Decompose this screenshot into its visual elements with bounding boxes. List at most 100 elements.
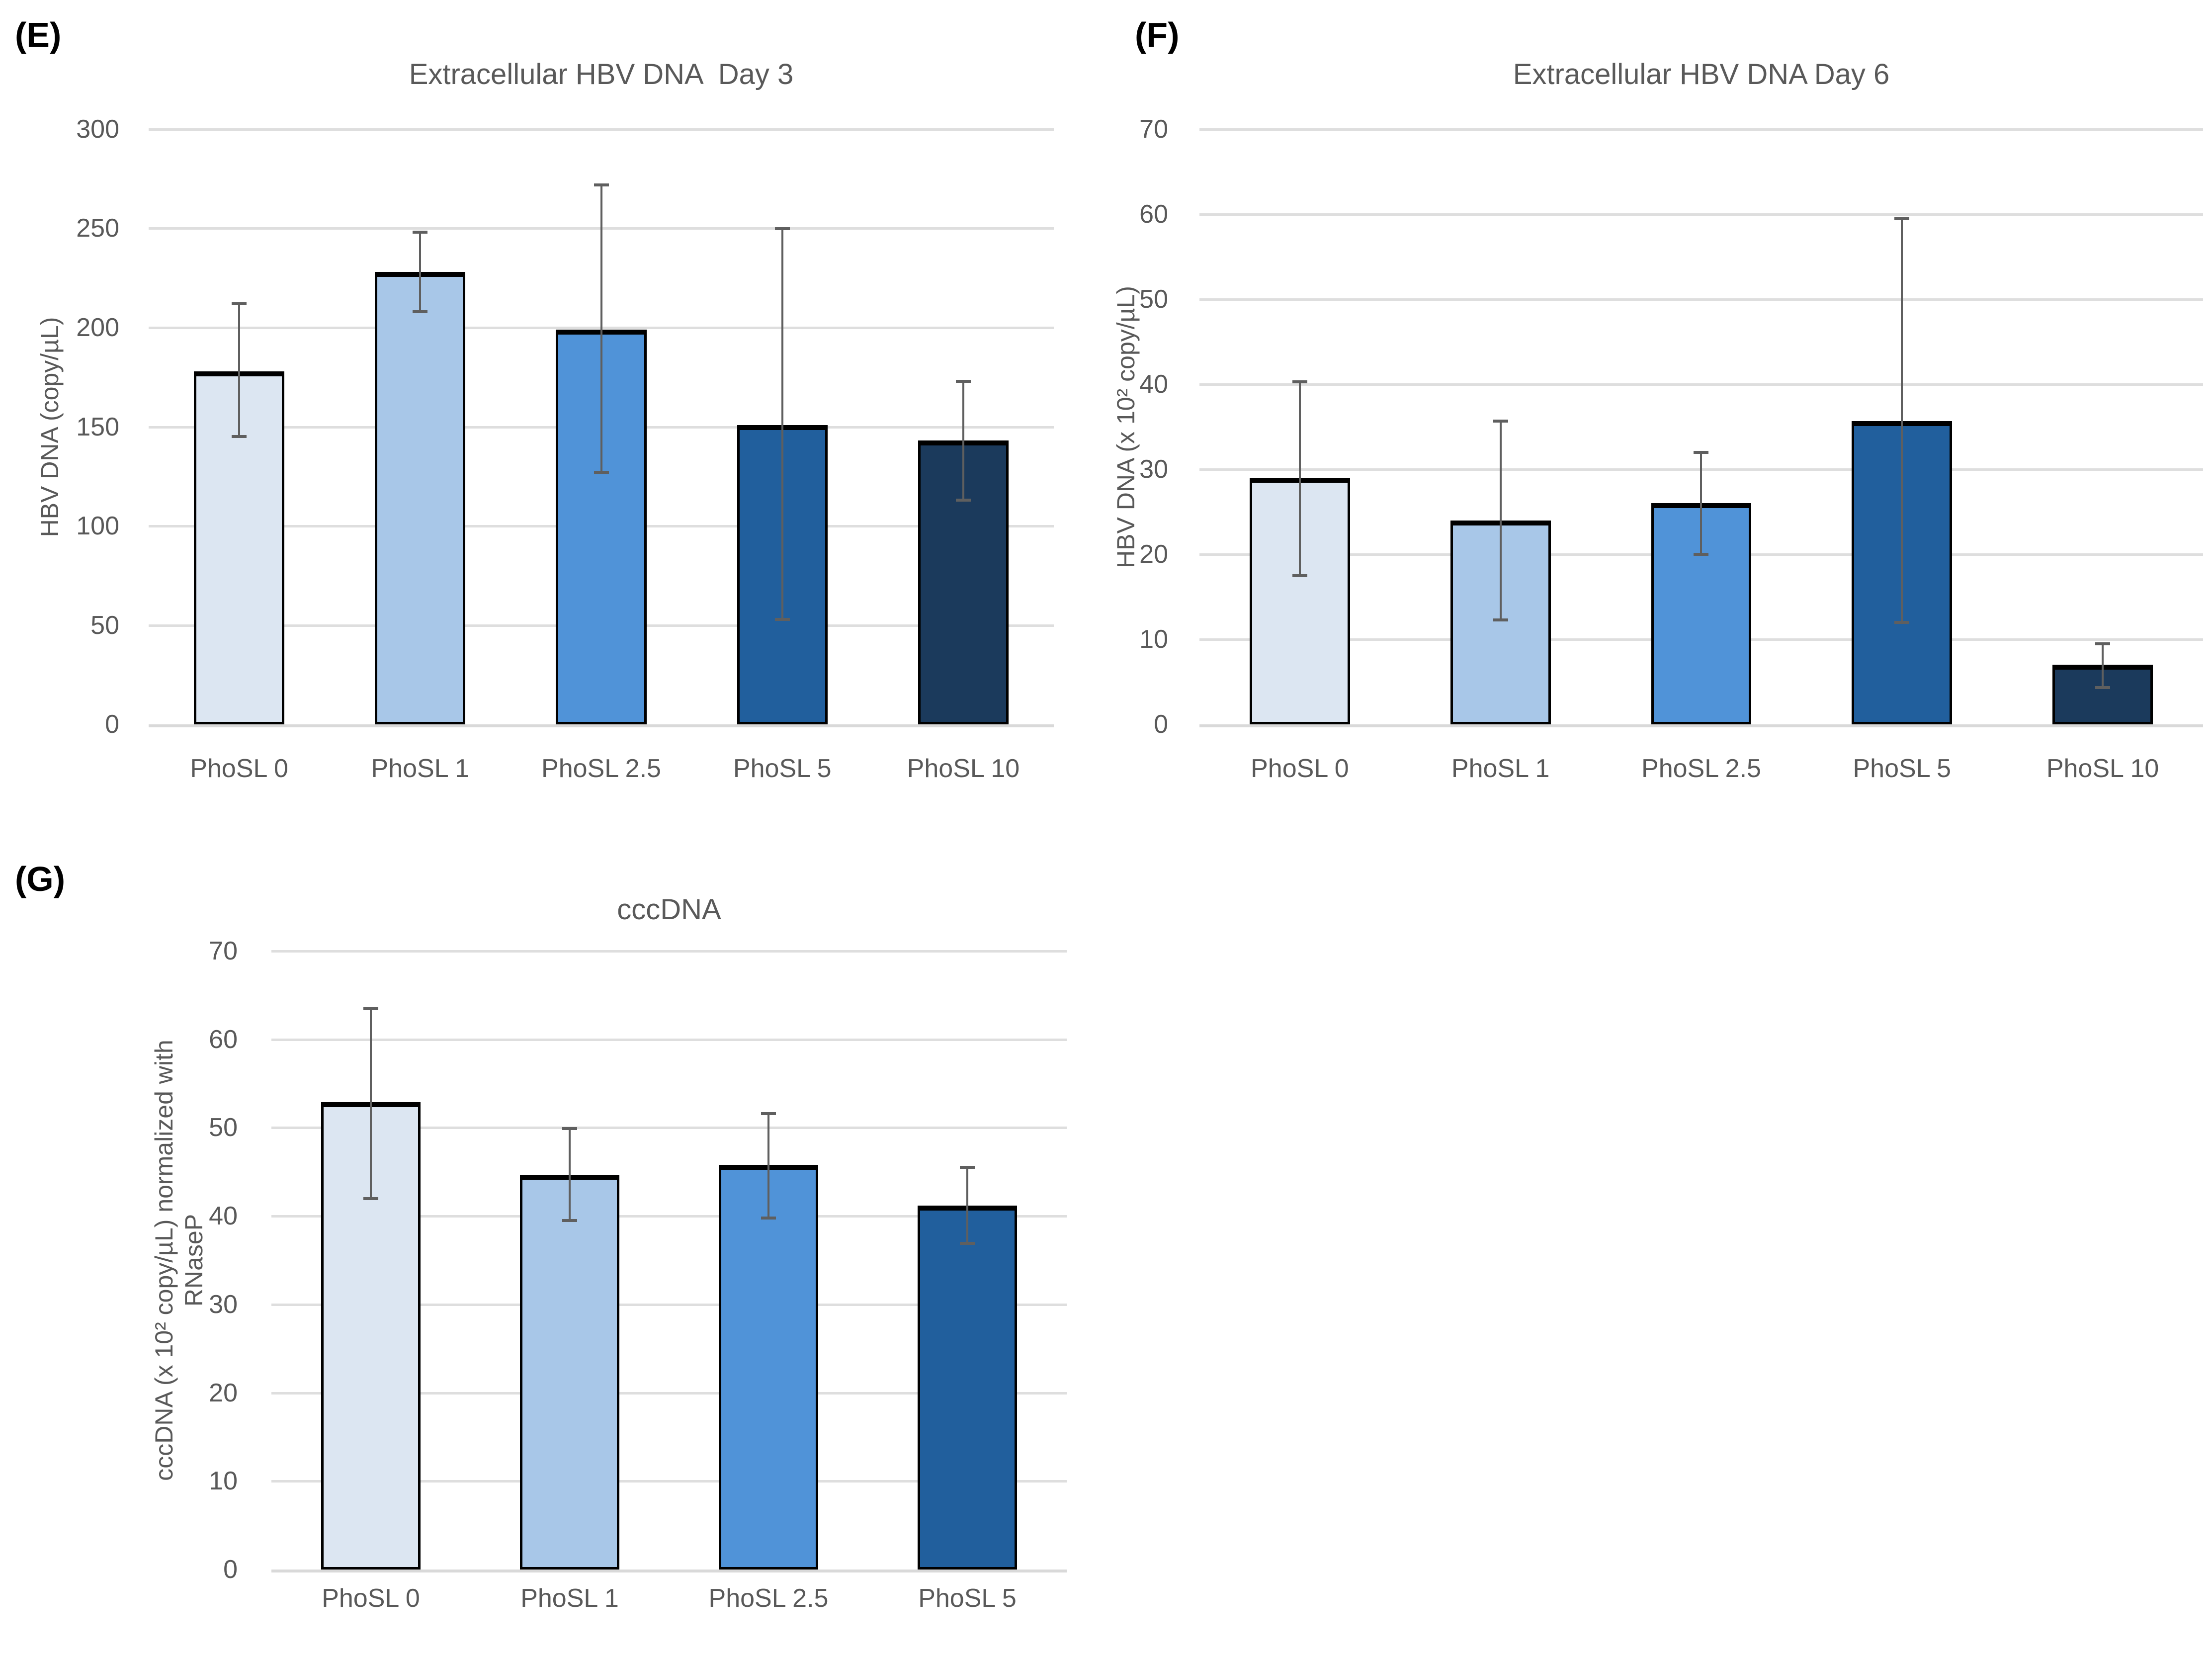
bar-slot [1801, 129, 2002, 724]
error-bar-line [1298, 381, 1301, 576]
y-tick-label: 60 [1139, 199, 1168, 229]
gridline [1199, 298, 2203, 301]
bar-slot [510, 129, 691, 724]
gridline [1199, 128, 2203, 131]
chart-panel-g: (G) cccDNA cccDNA (x 10² copy/µL) normal… [0, 815, 1118, 1631]
plot-area [149, 128, 1054, 727]
gridline [271, 950, 1067, 953]
x-category-label: PhoSL 5 [1853, 754, 1952, 783]
error-bar-cap [761, 1216, 776, 1220]
panel-label: (F) [1135, 15, 1180, 54]
error-bar-cap [774, 227, 790, 230]
x-category-label: PhoSL 5 [733, 754, 832, 783]
gridline [271, 1038, 1067, 1041]
error-bar-cap [960, 1166, 975, 1169]
bar-slot [669, 951, 868, 1570]
y-tick-label: 0 [1154, 710, 1168, 739]
y-tick-label: 40 [1139, 370, 1168, 399]
bar-slot [873, 129, 1054, 724]
y-axis-tick-labels: 0 10 20 30 40 50 60 70 [153, 937, 238, 1584]
gridline [271, 1127, 1067, 1130]
error-bar-cap [1894, 620, 1910, 624]
bar-slot [149, 129, 330, 724]
error-bar-cap [955, 499, 971, 502]
y-tick-label: 30 [1139, 454, 1168, 484]
bar-slot [330, 129, 510, 724]
error-bar-cap [232, 435, 247, 438]
y-tick-label: 60 [209, 1025, 238, 1054]
x-category-label: PhoSL 2.5 [1641, 754, 1761, 783]
x-category-label: PhoSL 1 [520, 1584, 619, 1613]
gridline [271, 1392, 1067, 1395]
x-axis-category-labels: PhoSL 0 PhoSL 1 PhoSL 2.5 PhoSL 5 PhoSL 10 [149, 754, 1054, 784]
bar [918, 1205, 1017, 1570]
bar [918, 440, 1009, 724]
y-tick-label: 70 [209, 937, 238, 965]
bar-slot [271, 951, 470, 1570]
bar-slot [2002, 129, 2203, 724]
error-bar-cap [2095, 686, 2111, 690]
bars-container [149, 129, 1054, 724]
error-bar-cap [1292, 380, 1307, 383]
x-category-label: PhoSL 1 [371, 754, 470, 783]
x-axis-category-labels: PhoSL 0 PhoSL 1 PhoSL 2.5 PhoSL 5 [271, 1583, 1067, 1613]
chart-title: Extracellular HBV DNA Day 3 [409, 58, 794, 90]
y-axis-tick-labels: 0 10 20 30 40 50 60 70 [1084, 115, 1168, 739]
gridline [271, 1215, 1067, 1218]
y-tick-label: 70 [1139, 115, 1168, 144]
bar [719, 1165, 818, 1570]
error-bar-line [370, 1008, 372, 1199]
gridline [149, 128, 1054, 131]
bar-slot [692, 129, 873, 724]
error-bar-cap [1292, 574, 1307, 577]
bar [1249, 478, 1350, 724]
y-tick-label: 20 [1139, 540, 1168, 569]
error-bar-cap [413, 231, 428, 234]
y-tick-label: 50 [209, 1113, 238, 1142]
panel-label: (E) [15, 15, 62, 54]
x-category-label: PhoSL 10 [907, 754, 1020, 783]
y-tick-label: 40 [209, 1202, 238, 1231]
bar [520, 1174, 619, 1570]
y-tick-label: 10 [209, 1467, 238, 1496]
chart-panel-e: (E) Extracellular HBV DNA Day 3 HBV DNA … [0, 0, 1106, 815]
y-tick-label: 50 [90, 611, 119, 640]
y-tick-label: 100 [76, 511, 119, 540]
chart-title: Extracellular HBV DNA Day 6 [1513, 58, 1890, 90]
y-axis-tick-labels: 0 50 100 150 200 250 300 [35, 115, 119, 739]
bar-slot [1400, 129, 1601, 724]
gridline [1199, 213, 2203, 216]
error-bar-line [781, 228, 783, 619]
x-category-label: PhoSL 0 [322, 1584, 420, 1613]
plot-area [1199, 128, 2203, 727]
panel-label: (G) [15, 860, 66, 898]
error-bar-cap [1694, 553, 1709, 556]
error-bar-cap [2095, 642, 2111, 645]
bar-slot [470, 951, 669, 1570]
y-tick-label: 10 [1139, 625, 1168, 654]
error-bar-cap [1694, 450, 1709, 454]
bar-slot [868, 951, 1067, 1570]
gridline [1199, 383, 2203, 386]
error-bar-line [238, 304, 241, 437]
y-tick-label: 300 [76, 115, 119, 144]
x-category-label: PhoSL 1 [1451, 754, 1550, 783]
y-tick-label: 0 [105, 710, 119, 739]
error-bar-line [1499, 421, 1502, 620]
error-bar-cap [413, 310, 428, 314]
x-category-label: PhoSL 5 [918, 1584, 1017, 1613]
error-bar-cap [955, 379, 971, 383]
y-tick-label: 200 [76, 313, 119, 342]
error-bar-cap [1894, 217, 1910, 220]
bars-container [1199, 129, 2203, 724]
y-tick-label: 30 [209, 1290, 238, 1319]
y-tick-label: 0 [223, 1555, 238, 1584]
error-bar-cap [594, 471, 609, 474]
chart-panel-f: (F) Extracellular HBV DNA Day 6 HBV DNA … [1106, 0, 2212, 815]
y-tick-label: 20 [209, 1378, 238, 1407]
gridline [271, 1480, 1067, 1483]
x-category-label: PhoSL 2.5 [541, 754, 661, 783]
error-bar-line [569, 1129, 571, 1221]
error-bar-line [962, 381, 964, 501]
